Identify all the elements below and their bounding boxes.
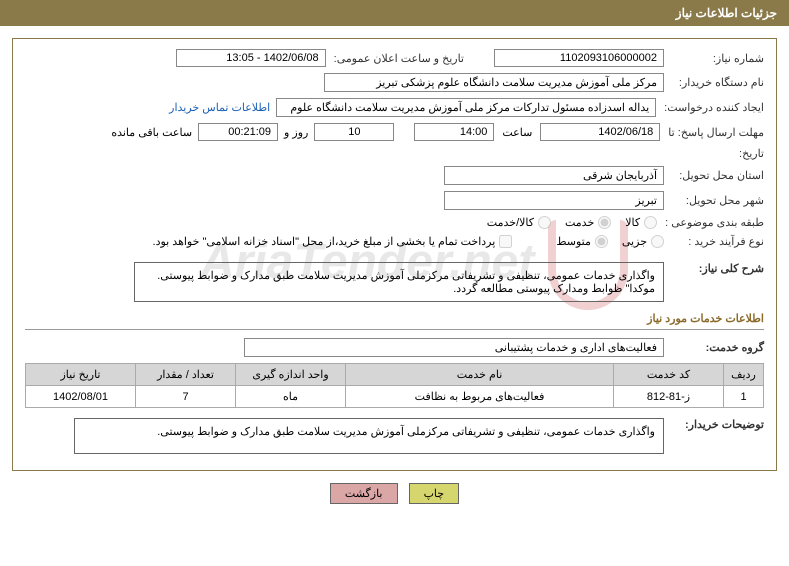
province-field: آذربایجان شرقی [444, 166, 664, 185]
contact-link[interactable]: اطلاعات تماس خریدار [169, 101, 270, 114]
radio-goods[interactable]: کالا [625, 216, 657, 229]
radio-goods-service[interactable]: کالا/خدمت [487, 216, 551, 229]
radio-service[interactable]: خدمت [565, 216, 611, 229]
remaining-label: ساعت باقی مانده [111, 126, 192, 139]
cell-date: 1402/08/01 [26, 386, 136, 408]
process-label: نوع فرآیند خرید : [664, 235, 764, 248]
cell-qty: 7 [136, 386, 236, 408]
services-section-title: اطلاعات خدمات مورد نیاز [25, 312, 764, 330]
buyer-notes-box: واگذاری خدمات عمومی، تنظیفی و تشریفاتی م… [74, 418, 664, 454]
page-title: جزئیات اطلاعات نیاز [676, 6, 777, 20]
service-group-field: فعالیت‌های اداری و خدمات پشتیبانی [244, 338, 664, 357]
cell-unit: ماه [236, 386, 346, 408]
days-count-field: 10 [314, 123, 394, 141]
announce-field: 1402/06/08 - 13:05 [176, 49, 326, 67]
need-number-field: 1102093106000002 [494, 49, 664, 67]
city-label: شهر محل تحویل: [664, 194, 764, 207]
col-name: نام خدمت [346, 364, 614, 386]
remaining-time-field: 00:21:09 [198, 123, 278, 141]
radio-medium[interactable]: متوسط [556, 235, 608, 248]
requester-label: ایجاد کننده درخواست: [656, 101, 764, 114]
col-code: کد خدمت [614, 364, 724, 386]
col-date: تاریخ نیاز [26, 364, 136, 386]
service-group-label: گروه خدمت: [664, 341, 764, 354]
buyer-notes-label: توضیحات خریدار: [664, 418, 764, 431]
buyer-org-label: نام دستگاه خریدار: [664, 76, 764, 89]
days-and-label: روز و [284, 126, 308, 139]
table-header-row: ردیف کد خدمت نام خدمت واحد اندازه گیری ت… [26, 364, 764, 386]
print-button[interactable]: چاپ [409, 483, 460, 504]
cell-row: 1 [724, 386, 764, 408]
date-colon-label: تاریخ: [664, 147, 764, 160]
cell-code: ز-81-812 [614, 386, 724, 408]
announce-label: تاریخ و ساعت اعلان عمومی: [326, 52, 464, 65]
services-table: ردیف کد خدمت نام خدمت واحد اندازه گیری ت… [25, 363, 764, 408]
button-bar: چاپ بازگشت [0, 483, 789, 504]
deadline-date-field: 1402/06/18 [540, 123, 660, 141]
radio-partial[interactable]: جزیی [622, 235, 664, 248]
back-button[interactable]: بازگشت [330, 483, 398, 504]
buyer-org-field: مرکز ملی آموزش مدیریت سلامت دانشگاه علوم… [324, 73, 664, 92]
table-row: 1 ز-81-812 فعالیت‌های مربوط به نظافت ماه… [26, 386, 764, 408]
province-label: استان محل تحویل: [664, 169, 764, 182]
page-title-bar: جزئیات اطلاعات نیاز [0, 0, 789, 26]
main-panel: شماره نیاز: 1102093106000002 تاریخ و ساع… [12, 38, 777, 471]
category-label: طبقه بندی موضوعی : [657, 216, 764, 229]
payment-checkbox[interactable]: پرداخت تمام یا بخشی از مبلغ خرید،از محل … [153, 235, 513, 248]
requester-field: یداله اسدزاده مسئول تدارکات مرکز ملی آمو… [276, 98, 656, 117]
cell-name: فعالیت‌های مربوط به نظافت [346, 386, 614, 408]
city-field: تبریز [444, 191, 664, 210]
col-unit: واحد اندازه گیری [236, 364, 346, 386]
time-label: ساعت [502, 126, 532, 139]
col-row: ردیف [724, 364, 764, 386]
general-desc-box: واگذاری خدمات عمومی، تنظیفی و تشریفاتی م… [134, 262, 664, 302]
deadline-label: مهلت ارسال پاسخ: تا [660, 126, 764, 139]
deadline-time-field: 14:00 [414, 123, 494, 141]
col-qty: تعداد / مقدار [136, 364, 236, 386]
general-desc-label: شرح کلی نیاز: [664, 262, 764, 275]
need-number-label: شماره نیاز: [664, 52, 764, 65]
